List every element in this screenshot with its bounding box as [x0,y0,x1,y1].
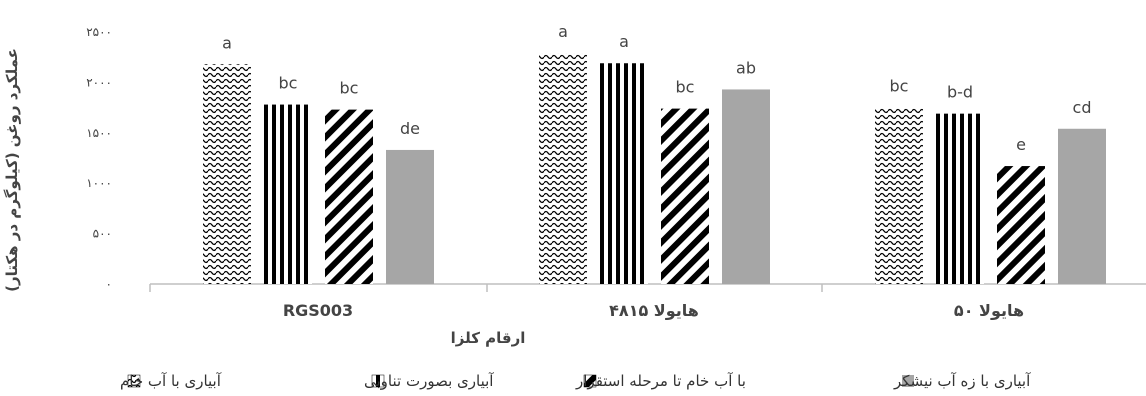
legend-swatch [583,374,597,388]
bar-label: bc [890,77,909,96]
x-axis-categories: RGS003 هایولا ۴۸۱۵ هایولا ۵۰ [283,301,1024,320]
axes [149,283,1146,292]
bar [539,53,587,284]
bar-label: cd [1073,98,1092,117]
legend-label: آبیاری با آب خام [120,372,222,390]
bar-label: a [222,33,232,52]
legend-swatch [902,375,914,387]
bar [600,63,648,284]
bar-significance-labels: a a bc bc a b-d bc bc e de ab cd [222,22,1091,154]
legend-label: آبیاری با زه آب نیشکر [893,372,1031,390]
bar [325,109,373,284]
y-tick-label: ۰ [106,277,112,291]
bar-label: bc [676,78,695,97]
y-axis-title: عملکرد روغن (کیلوگرم در هکتار) [3,48,21,292]
bar-label: a [619,32,629,51]
bar [203,64,251,284]
bar-label: bc [340,79,359,98]
category-label: هایولا ۵۰ [954,301,1024,320]
bar-label: a [558,22,568,41]
bar [875,107,923,284]
bar [722,89,770,285]
legend-swatch [127,374,141,388]
legend-label: با آب خام تا مرحله استقرار [575,372,746,390]
legend-label: آبیاری بصورت تناوبی [364,372,494,390]
bar-label: bc [279,74,298,93]
y-axis-ticks: ۰ ۵۰۰ ۱۰۰۰ ۱۵۰۰ ۲۰۰۰ ۲۵۰۰ [86,25,112,291]
category-label: RGS003 [283,301,353,320]
y-tick-label: ۱۰۰۰ [86,176,112,190]
bar [936,113,984,284]
y-tick-label: ۵۰۰ [93,227,112,241]
y-tick-label: ۱۵۰۰ [86,126,112,140]
bar [264,104,312,285]
x-axis-title: ارقام کلزا [451,329,526,347]
y-tick-label: ۲۰۰۰ [86,75,112,89]
category-label: هایولا ۴۸۱۵ [609,301,699,320]
bar-label: ab [736,58,756,77]
bar [386,149,434,284]
legend: آبیاری با آب خام آبیاری بصورت تناوبی با آب… [120,372,1031,390]
bar [1058,128,1106,284]
bar-label: e [1016,135,1026,154]
bar [997,166,1045,284]
legend-swatch [371,374,385,388]
bar-label: b-d [947,83,973,102]
bars [203,53,1106,285]
bar [661,108,709,284]
bar-label: de [400,119,420,138]
y-tick-label: ۲۵۰۰ [86,25,112,39]
